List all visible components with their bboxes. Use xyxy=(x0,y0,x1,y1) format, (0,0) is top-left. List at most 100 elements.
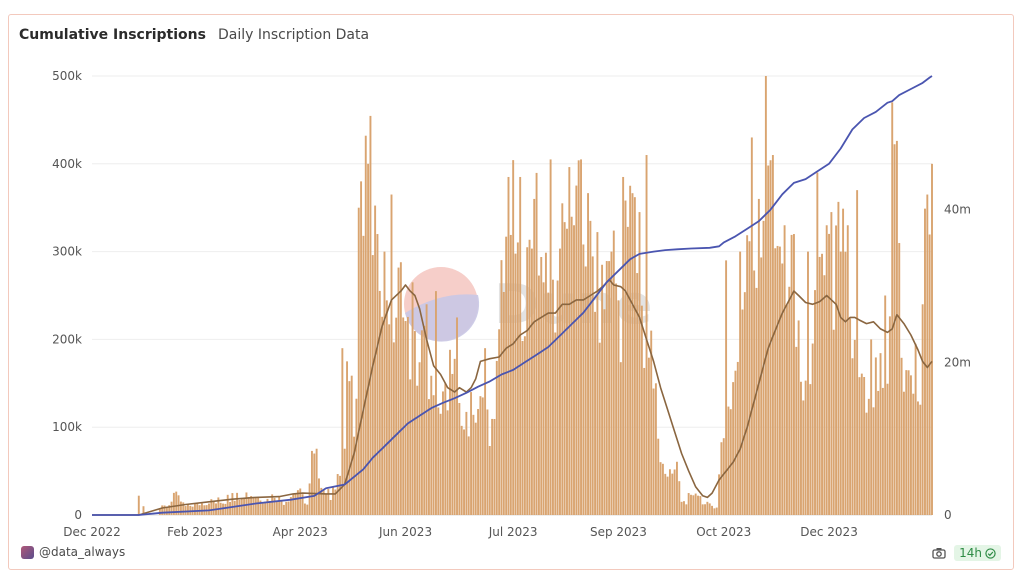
daily-bar[interactable] xyxy=(474,422,477,515)
daily-bar[interactable] xyxy=(654,383,657,515)
daily-bar[interactable] xyxy=(895,140,898,515)
daily-bar[interactable] xyxy=(514,253,517,515)
daily-bar[interactable] xyxy=(364,135,367,515)
daily-bar[interactable] xyxy=(254,497,257,515)
daily-bar[interactable] xyxy=(481,397,484,515)
daily-bar[interactable] xyxy=(909,375,912,515)
daily-bar[interactable] xyxy=(257,496,260,515)
daily-bar[interactable] xyxy=(310,450,313,515)
daily-bar[interactable] xyxy=(294,493,297,515)
daily-bar[interactable] xyxy=(760,257,763,515)
daily-bar[interactable] xyxy=(755,287,758,515)
daily-bar[interactable] xyxy=(264,501,267,515)
daily-bar[interactable] xyxy=(549,159,552,515)
daily-bar[interactable] xyxy=(161,505,164,515)
daily-bar[interactable] xyxy=(598,342,601,515)
daily-bar[interactable] xyxy=(409,379,412,515)
chart-title[interactable]: Cumulative Inscriptions xyxy=(19,27,206,43)
daily-bar[interactable] xyxy=(643,367,646,515)
daily-bar[interactable] xyxy=(924,208,926,515)
daily-bar[interactable] xyxy=(381,316,384,515)
daily-bar[interactable] xyxy=(692,495,695,515)
daily-bar[interactable] xyxy=(472,414,475,515)
daily-bar[interactable] xyxy=(233,500,236,515)
daily-bar[interactable] xyxy=(722,438,725,515)
daily-bar[interactable] xyxy=(781,263,784,515)
daily-bar[interactable] xyxy=(797,320,800,515)
daily-bar[interactable] xyxy=(720,442,723,515)
daily-bar[interactable] xyxy=(816,172,819,515)
daily-bar[interactable] xyxy=(748,241,751,516)
daily-bar[interactable] xyxy=(570,216,573,515)
daily-bar[interactable] xyxy=(519,176,522,515)
daily-bar[interactable] xyxy=(434,291,437,515)
daily-bar[interactable] xyxy=(193,503,196,515)
daily-bar[interactable] xyxy=(661,463,664,515)
daily-bar[interactable] xyxy=(266,498,269,515)
freshness-badge[interactable]: 14h xyxy=(954,545,1001,561)
author-name[interactable]: @data_always xyxy=(39,545,126,559)
daily-bar[interactable] xyxy=(612,230,615,515)
daily-bar[interactable] xyxy=(809,384,812,515)
daily-bar[interactable] xyxy=(877,390,880,515)
daily-bar[interactable] xyxy=(666,476,669,515)
daily-bar[interactable] xyxy=(769,160,772,516)
daily-bar[interactable] xyxy=(636,273,639,515)
daily-bar[interactable] xyxy=(823,275,826,515)
daily-bar[interactable] xyxy=(767,165,770,515)
daily-bar[interactable] xyxy=(573,225,575,515)
daily-bar[interactable] xyxy=(591,256,594,515)
daily-bar[interactable] xyxy=(460,425,463,515)
daily-bar[interactable] xyxy=(357,207,360,515)
daily-bar[interactable] xyxy=(905,370,908,515)
daily-bar[interactable] xyxy=(807,251,809,515)
daily-bar[interactable] xyxy=(500,260,503,515)
daily-bar[interactable] xyxy=(690,494,692,515)
daily-bar[interactable] xyxy=(322,489,325,515)
daily-bar[interactable] xyxy=(753,270,756,515)
daily-bar[interactable] xyxy=(928,234,931,516)
daily-bar[interactable] xyxy=(479,396,482,515)
daily-bar[interactable] xyxy=(790,234,793,515)
daily-bar[interactable] xyxy=(395,317,398,515)
daily-bar[interactable] xyxy=(423,325,426,515)
daily-bar[interactable] xyxy=(222,503,224,515)
daily-bar[interactable] xyxy=(676,461,678,515)
daily-bar[interactable] xyxy=(250,496,253,515)
daily-bar[interactable] xyxy=(668,469,671,515)
daily-bar[interactable] xyxy=(165,506,168,515)
daily-bar[interactable] xyxy=(488,446,491,515)
daily-bar[interactable] xyxy=(238,499,241,515)
daily-bar[interactable] xyxy=(671,473,674,515)
daily-bar[interactable] xyxy=(406,316,409,515)
daily-bar[interactable] xyxy=(624,200,627,516)
daily-bar[interactable] xyxy=(544,252,547,516)
daily-bar[interactable] xyxy=(463,429,465,515)
daily-bar[interactable] xyxy=(268,501,271,515)
daily-bar[interactable] xyxy=(917,401,919,515)
daily-bar[interactable] xyxy=(746,235,749,515)
daily-bar[interactable] xyxy=(224,503,227,515)
daily-bar[interactable] xyxy=(715,507,718,515)
daily-bar[interactable] xyxy=(701,504,704,515)
daily-bar[interactable] xyxy=(528,239,531,515)
daily-bar[interactable] xyxy=(313,453,316,515)
daily-bar[interactable] xyxy=(530,248,533,515)
daily-bar[interactable] xyxy=(601,264,604,515)
daily-bar[interactable] xyxy=(261,502,264,515)
daily-bar[interactable] xyxy=(870,339,873,515)
daily-bar[interactable] xyxy=(341,348,344,515)
daily-bar[interactable] xyxy=(783,225,786,515)
daily-bar[interactable] xyxy=(657,438,660,515)
daily-bar[interactable] xyxy=(470,392,473,515)
daily-bar[interactable] xyxy=(776,245,779,516)
daily-bar[interactable] xyxy=(622,176,625,515)
daily-bar[interactable] xyxy=(516,242,519,515)
daily-bar[interactable] xyxy=(142,506,145,515)
daily-bar[interactable] xyxy=(425,304,428,515)
daily-bar[interactable] xyxy=(858,377,861,515)
daily-bar[interactable] xyxy=(884,295,887,516)
daily-bar[interactable] xyxy=(568,167,571,516)
daily-bar[interactable] xyxy=(685,504,688,515)
daily-bar[interactable] xyxy=(828,233,831,516)
